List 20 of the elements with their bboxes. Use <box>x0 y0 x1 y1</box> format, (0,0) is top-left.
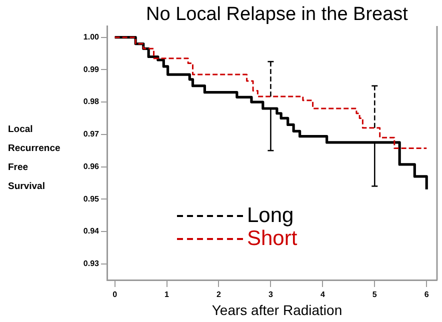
chart-title: No Local Relapse in the Breast <box>145 4 409 26</box>
x-tick-label: 5 <box>372 290 378 300</box>
x-tick-label: 0 <box>112 290 118 300</box>
y-tick-label: 0.95 <box>83 194 100 204</box>
x-tick-label: 6 <box>424 290 430 300</box>
y-tick-label: 1.00 <box>83 32 100 42</box>
y-tick-label: 0.93 <box>83 259 100 268</box>
y-axis-title: Local Recurrence Free Survival <box>8 123 60 194</box>
x-tick-label: 1 <box>164 290 170 300</box>
y-tick-label: 0.98 <box>83 97 100 106</box>
x-tick-label: 2 <box>216 290 222 300</box>
y-tick-label: 0.97 <box>83 130 100 139</box>
legend-label: Short <box>247 227 298 250</box>
y-tick-label: 0.99 <box>83 64 100 74</box>
x-axis-title: Years after Radiation <box>210 302 344 318</box>
legend-label: Long <box>247 204 294 227</box>
y-tick-label: 0.96 <box>83 162 100 171</box>
x-tick-label: 4 <box>320 290 326 300</box>
x-tick-label: 3 <box>268 290 274 300</box>
y-tick-label: 0.94 <box>83 226 100 236</box>
